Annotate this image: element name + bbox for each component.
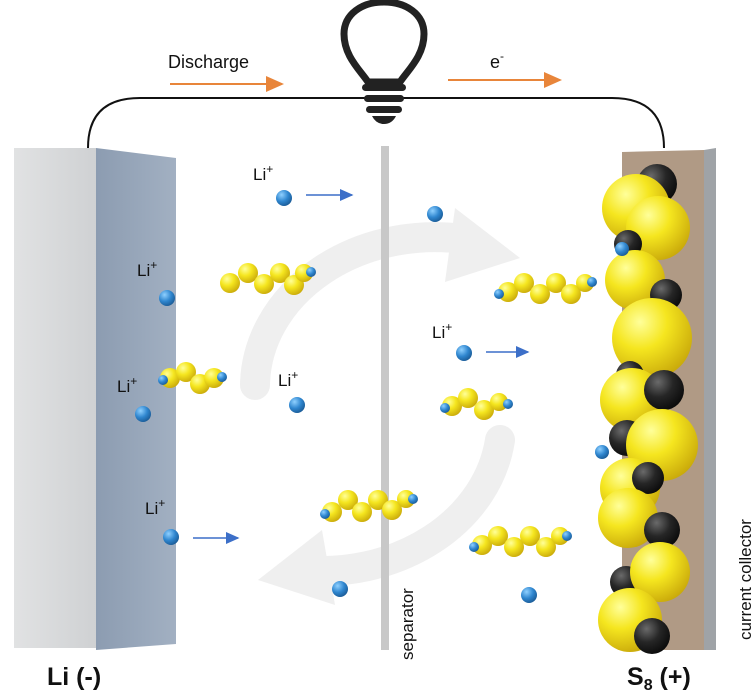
svg-text:Li+: Li+ <box>117 374 137 396</box>
separator-label: separator <box>398 588 417 660</box>
li-ion <box>332 581 348 597</box>
li-ion <box>521 587 537 603</box>
polysulfide-chain <box>220 263 316 295</box>
external-circuit-wire <box>87 97 665 149</box>
cycle-arrows <box>240 222 515 587</box>
polysulfide-chain <box>440 388 513 420</box>
li-ion-with-label: Li+ <box>137 258 175 306</box>
li-ion <box>615 242 629 256</box>
current-collector-edge <box>704 148 716 650</box>
li-ion-with-label: Li+ <box>117 374 151 422</box>
polysulfide-chain <box>494 273 597 304</box>
cycle-arrow-top <box>240 222 485 400</box>
svg-text:Li+: Li+ <box>253 162 273 184</box>
current-collector-label: current collector <box>736 519 754 640</box>
sulfur-cathode <box>598 164 698 654</box>
svg-text:Li+: Li+ <box>145 496 165 518</box>
li-ion-with-label: Li+ <box>145 496 240 545</box>
cycle-arrowhead-bottom <box>258 530 335 605</box>
svg-text:Li+: Li+ <box>137 258 157 280</box>
svg-text:Li+: Li+ <box>278 368 298 390</box>
li-ion-with-label: Li+ <box>253 162 354 206</box>
anode-label: Li (-) <box>47 663 101 691</box>
lightbulb-icon <box>340 0 428 124</box>
polysulfide-chain <box>320 490 418 522</box>
cathode-label: S8 (+) <box>627 663 691 691</box>
cycle-arrowhead-top <box>445 208 520 282</box>
li-ion-with-label: Li+ <box>432 320 530 361</box>
polysulfide-chain <box>469 526 572 557</box>
li-ion-with-label: Li+ <box>278 368 305 413</box>
separator <box>381 146 389 650</box>
cycle-arrow-bottom <box>285 425 515 587</box>
lithium-anode <box>14 148 176 650</box>
electron-label: e- <box>490 49 504 72</box>
discharge-label: Discharge <box>168 52 249 72</box>
li-ion <box>595 445 609 459</box>
polysulfide-chain <box>158 362 227 394</box>
li-ion <box>427 206 443 222</box>
svg-text:Li+: Li+ <box>432 320 452 342</box>
